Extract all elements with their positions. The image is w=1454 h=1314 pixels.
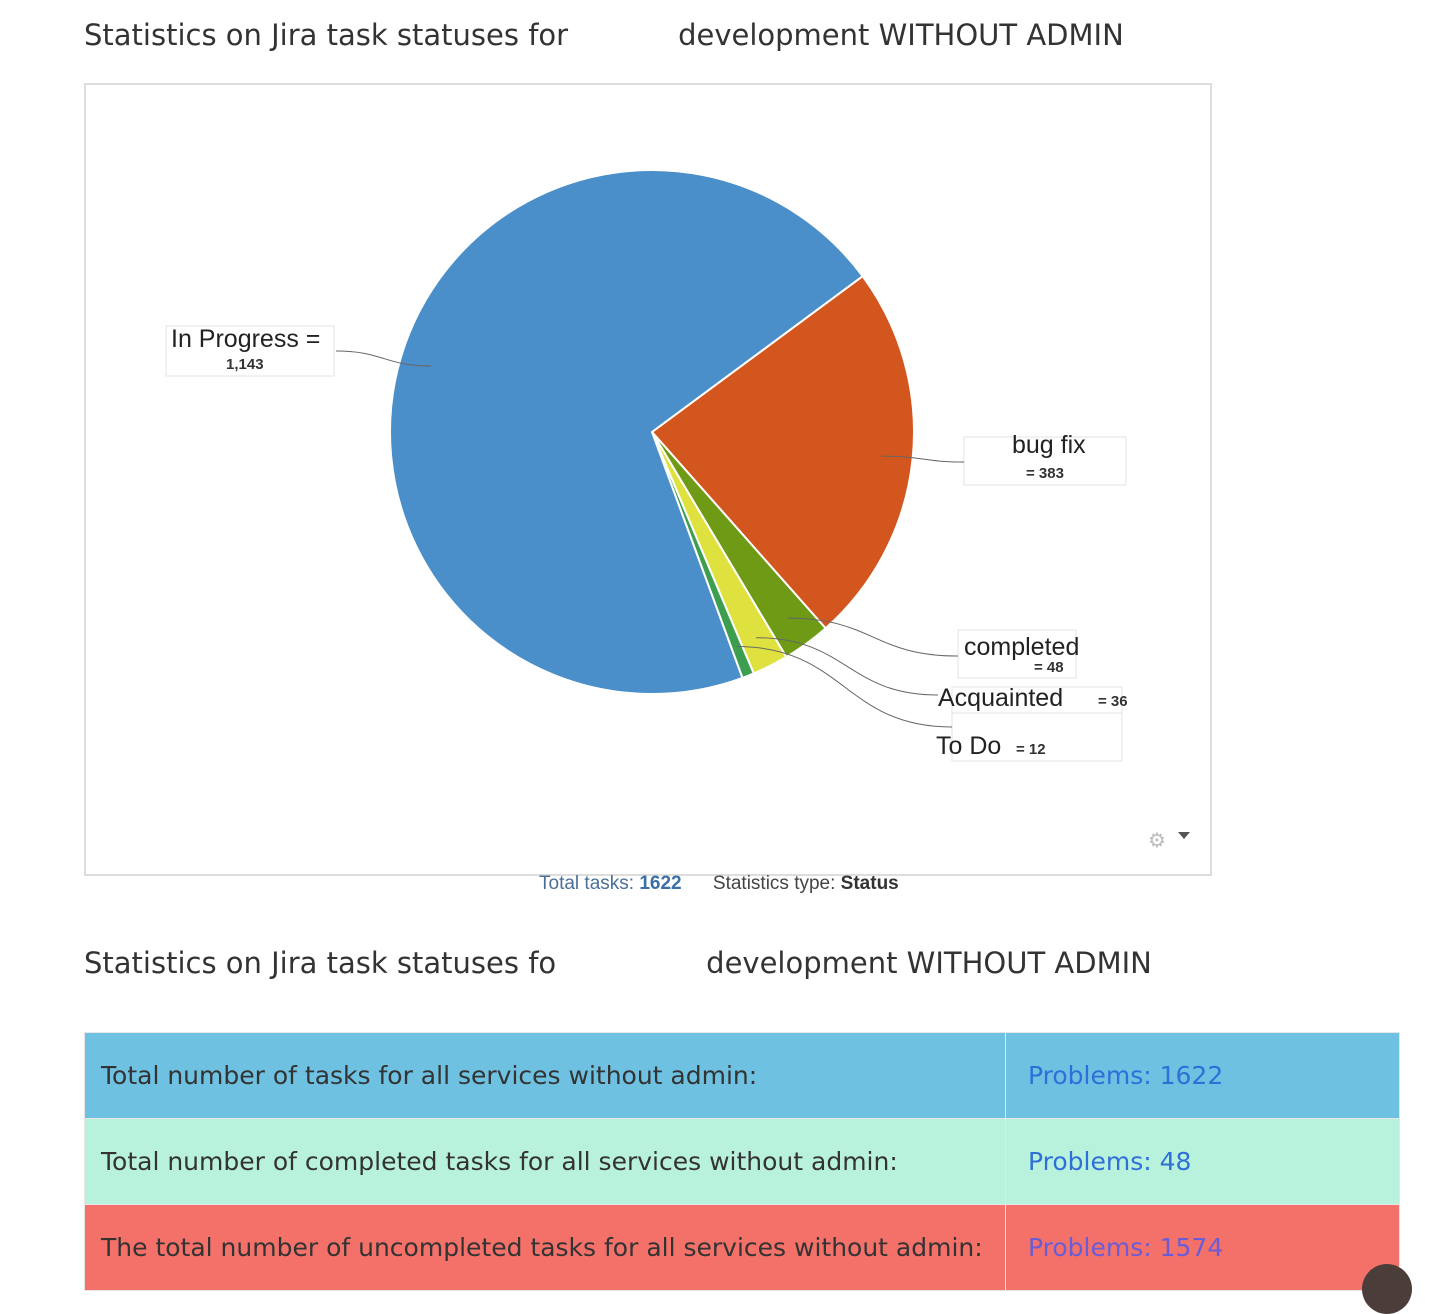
total-tasks-value: 1622	[639, 873, 682, 894]
table-row: Total number of completed tasks for all …	[84, 1118, 1400, 1205]
problems-link[interactable]: Problems: 1574	[1005, 1204, 1400, 1291]
table-row: The total number of uncompleted tasks fo…	[84, 1204, 1400, 1291]
data-label-box	[957, 629, 1077, 679]
leader-line	[881, 455, 965, 463]
gear-icon[interactable]: ⚙	[1148, 828, 1166, 852]
problems-link[interactable]: Problems: 1622	[1005, 1032, 1400, 1119]
pie-slice-bug-fix[interactable]	[650, 274, 915, 630]
data-label-box	[951, 686, 1123, 714]
data-label-value: = 48	[1034, 659, 1064, 676]
table-row: Total number of tasks for all services w…	[84, 1032, 1400, 1119]
chart-title: Statistics on Jira task statuses for deve…	[84, 18, 1124, 52]
leader-line	[736, 645, 953, 728]
data-label-box	[951, 712, 1123, 762]
row-label: Total number of completed tasks for all …	[84, 1118, 1006, 1205]
data-label-value: 1,143	[226, 356, 264, 373]
data-label-value: = 12	[1016, 741, 1046, 758]
chart-title-start: Statistics on Jira task statuses for	[84, 18, 569, 52]
data-label-name: completed	[964, 633, 1079, 661]
leader-line	[756, 637, 939, 696]
data-label-value: = 383	[1026, 465, 1064, 482]
table-title: Statistics on Jira task statuses fo devel…	[84, 946, 1152, 980]
problems-link[interactable]: Problems: 48	[1005, 1118, 1400, 1205]
data-label-box	[963, 436, 1127, 486]
stats-table: Total number of tasks for all services w…	[84, 1032, 1400, 1291]
screenshot-button[interactable]	[1362, 1264, 1412, 1314]
table-title-end: development WITHOUT ADMIN	[706, 946, 1152, 980]
caret-down-icon[interactable]	[1178, 832, 1190, 839]
total-tasks-label: Total tasks:	[539, 873, 635, 894]
chart-footer: Total tasks: 1622 Statistics type: Statu…	[539, 873, 899, 895]
table-title-start: Statistics on Jira task statuses fo	[84, 946, 557, 980]
statistics-type-value: Status	[840, 873, 899, 894]
data-label-name: In Progress =	[171, 325, 320, 353]
leader-line	[788, 617, 959, 657]
data-label-name: To Do	[936, 732, 1001, 760]
leader-line	[335, 350, 432, 367]
chart-title-end: development WITHOUT ADMIN	[678, 18, 1124, 52]
statistics-type-label: Statistics type:	[712, 873, 836, 894]
pie-chart: bug fix = 383 completed= 48 Acquainted = 36 T…	[165, 169, 1128, 762]
row-label: Total number of tasks for all services w…	[84, 1032, 1006, 1119]
data-label-name: Acquainted	[938, 684, 1063, 712]
data-label-box	[165, 325, 335, 377]
chart-panel: bug fix = 383 completed = 48 Acquainted = 36 T…	[84, 83, 1212, 894]
data-label-value: = 36	[1098, 693, 1128, 710]
row-label: The total number of uncompleted tasks fo…	[84, 1204, 1006, 1291]
pie-slice-in-progress[interactable]	[389, 169, 865, 695]
data-label-name: bug fix	[1012, 431, 1086, 459]
